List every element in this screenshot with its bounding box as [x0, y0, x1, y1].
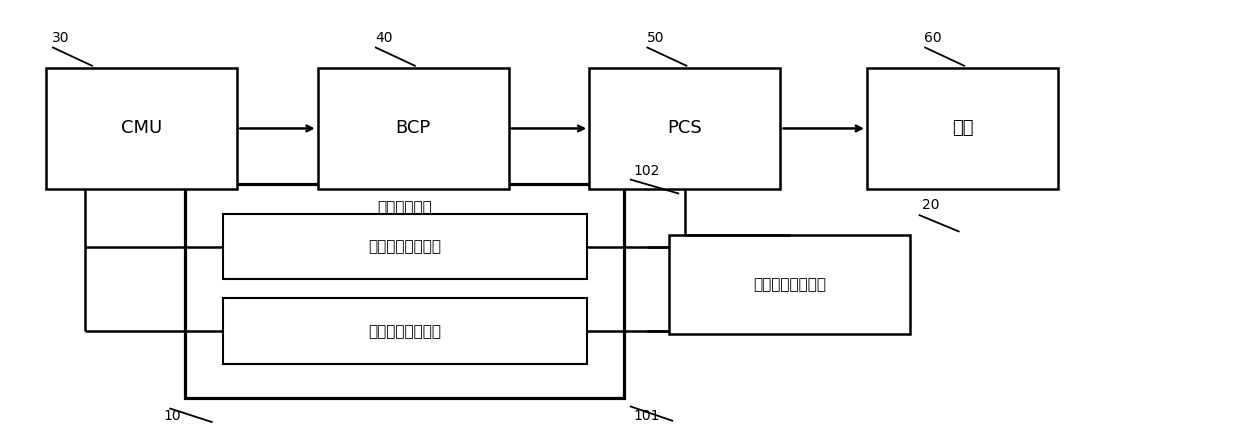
Text: 10: 10: [164, 409, 181, 423]
Text: 101: 101: [634, 409, 660, 423]
Bar: [867, 68, 1058, 189]
Text: 电流故障检测电路: 电流故障检测电路: [368, 239, 441, 254]
Text: 60: 60: [924, 31, 942, 45]
Text: 电压故障检测电路: 电压故障检测电路: [368, 324, 441, 339]
Text: CMU: CMU: [122, 119, 162, 137]
Text: 40: 40: [374, 31, 393, 45]
Text: PCS: PCS: [667, 119, 702, 137]
Text: 30: 30: [52, 31, 69, 45]
Bar: [46, 68, 237, 189]
Text: 102: 102: [634, 164, 660, 178]
Bar: [222, 298, 587, 364]
Bar: [589, 68, 780, 189]
Text: 电网: 电网: [952, 119, 973, 137]
Text: 20: 20: [923, 198, 940, 212]
Bar: [186, 184, 624, 398]
Bar: [222, 214, 587, 279]
Text: BCP: BCP: [396, 119, 430, 137]
Bar: [317, 68, 508, 189]
Text: 50: 50: [646, 31, 665, 45]
Bar: [670, 235, 910, 334]
Text: 故障检测电路: 故障检测电路: [377, 200, 432, 215]
Text: 急停信号生成电路: 急停信号生成电路: [753, 277, 826, 292]
